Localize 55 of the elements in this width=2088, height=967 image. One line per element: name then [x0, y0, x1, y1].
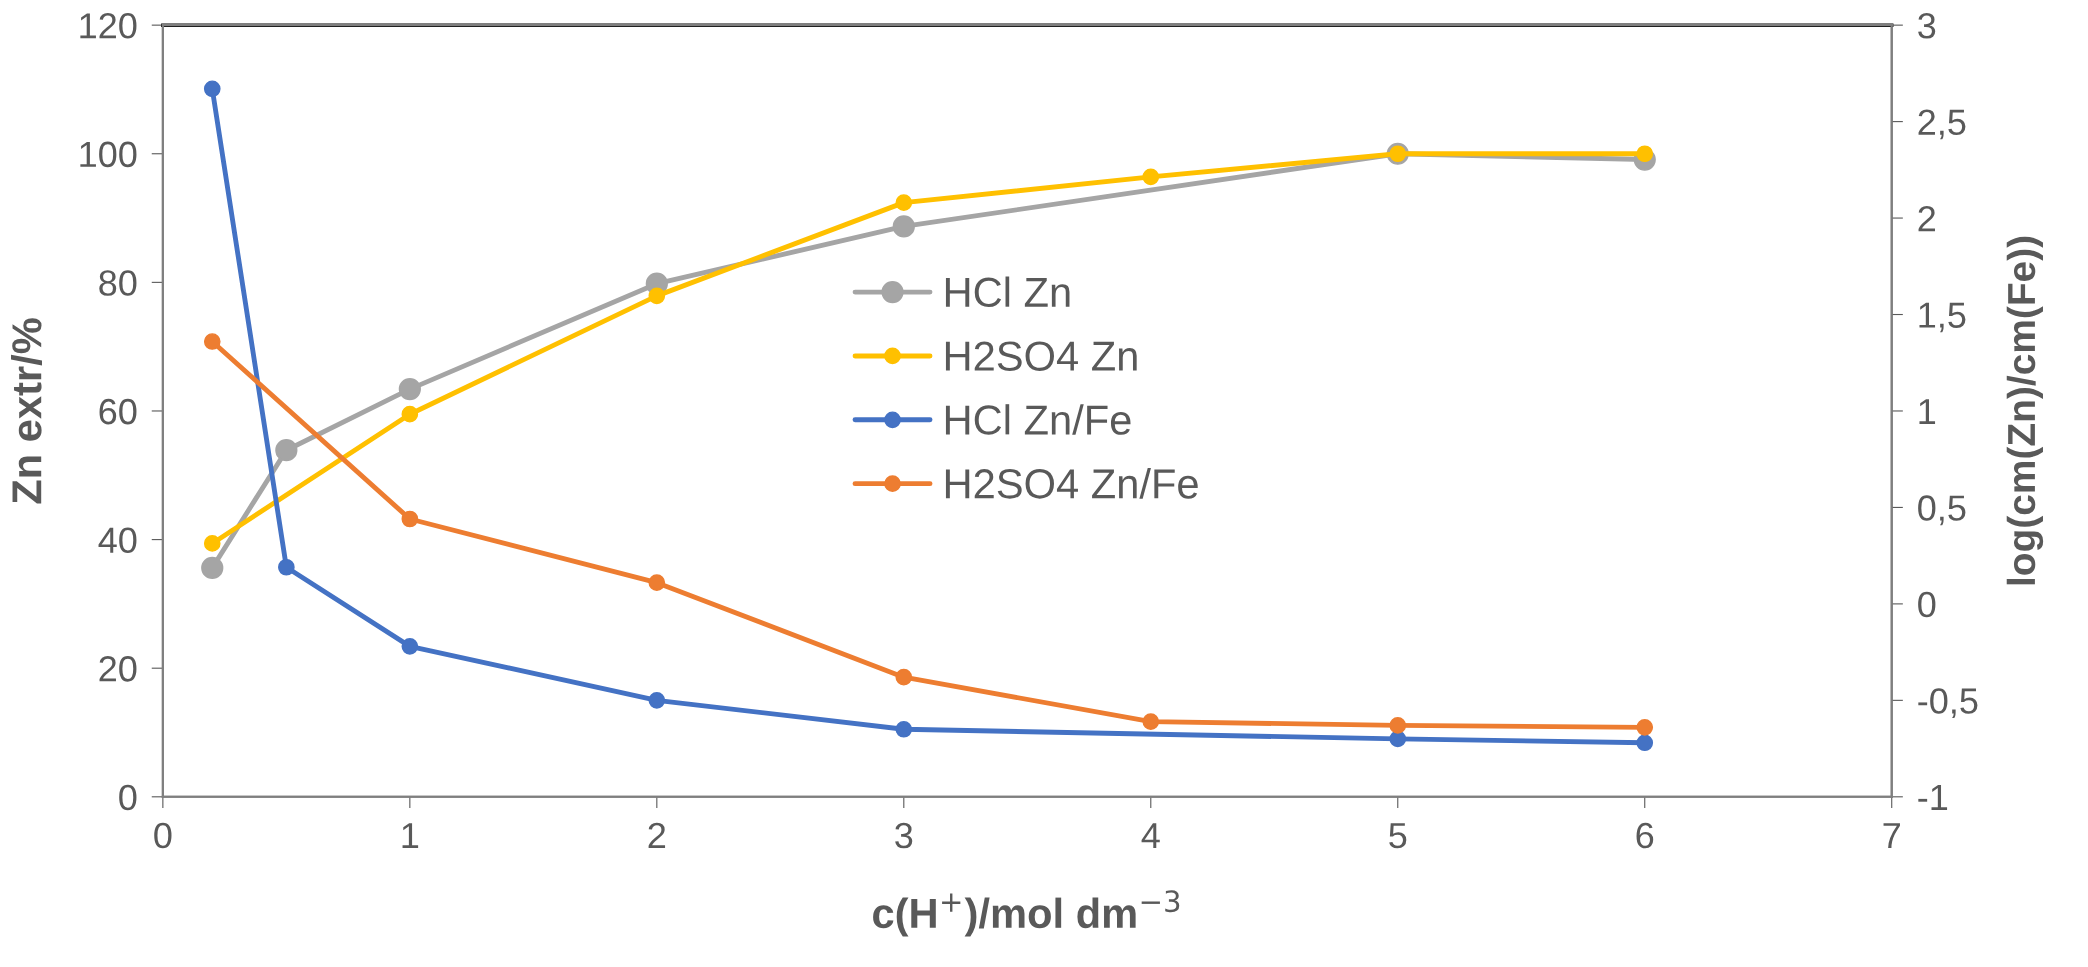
- point: [203, 333, 221, 350]
- point: [1389, 730, 1407, 748]
- x-tick-label: 7: [1883, 823, 1900, 848]
- x-tick-label: 6: [1636, 822, 1654, 849]
- point: [1142, 713, 1160, 730]
- x-axis-title: c(H$^{+}$)/mol dm$^{−3}$: [873, 890, 1180, 937]
- point: [892, 215, 915, 238]
- y-tick-label: 120: [80, 13, 137, 39]
- x-tick-label: 3: [895, 822, 913, 849]
- y2-tick-label: -0,5: [1918, 688, 1978, 719]
- y2-axis-title: log(cm(Zn)/cm(Fe)): [2006, 236, 2044, 585]
- point: [648, 574, 666, 592]
- point: [1636, 719, 1654, 736]
- y2-tick-label: -1: [1918, 785, 1948, 810]
- y-tick-label: 0: [119, 784, 137, 811]
- point: [275, 439, 298, 462]
- y-tick-label: 20: [99, 656, 137, 682]
- y2-tick-label: 1: [1919, 399, 1936, 425]
- point: [648, 287, 666, 305]
- y-tick-label: 40: [98, 527, 137, 554]
- point: [1389, 717, 1407, 734]
- point: [1636, 145, 1654, 163]
- y2-tick-label: 2: [1918, 205, 1935, 232]
- point: [1636, 734, 1654, 752]
- point: [895, 720, 913, 738]
- y-tick-label: 100: [80, 141, 137, 168]
- legend-label: HCl Zn/Fe: [945, 404, 1131, 435]
- point: [1142, 168, 1160, 186]
- y2-tick-label: 0: [1918, 591, 1936, 618]
- point: [401, 637, 419, 655]
- x-tick-label: 4: [1141, 823, 1160, 848]
- y-tick-label: 80: [99, 270, 137, 296]
- y2-tick-label: 2,5: [1918, 109, 1966, 140]
- point: [203, 80, 221, 98]
- point: [398, 377, 421, 401]
- point: [895, 194, 913, 211]
- x-tick-label: 1: [402, 823, 419, 848]
- x-tick-label: 2: [648, 822, 666, 848]
- point: [401, 405, 419, 423]
- y-tick-label: 60: [99, 398, 137, 425]
- x-tick-label: 0: [154, 822, 172, 849]
- legend-label: H2SO4 Zn: [945, 341, 1137, 371]
- y2-tick-label: 1,5: [1919, 302, 1966, 333]
- point: [278, 558, 295, 576]
- y2-tick-label: 3: [1918, 13, 1936, 39]
- y2-tick-label: 0,5: [1918, 495, 1966, 526]
- point: [648, 692, 666, 709]
- point: [201, 556, 224, 579]
- point: [895, 668, 913, 686]
- point: [203, 535, 221, 552]
- legend-label: HCl Zn: [945, 276, 1070, 308]
- legend-label: H2SO4 Zn/Fe: [945, 468, 1198, 499]
- point: [401, 510, 419, 528]
- x-tick-label: 5: [1389, 823, 1407, 849]
- y-axis-title: Zn extr/%: [11, 318, 43, 504]
